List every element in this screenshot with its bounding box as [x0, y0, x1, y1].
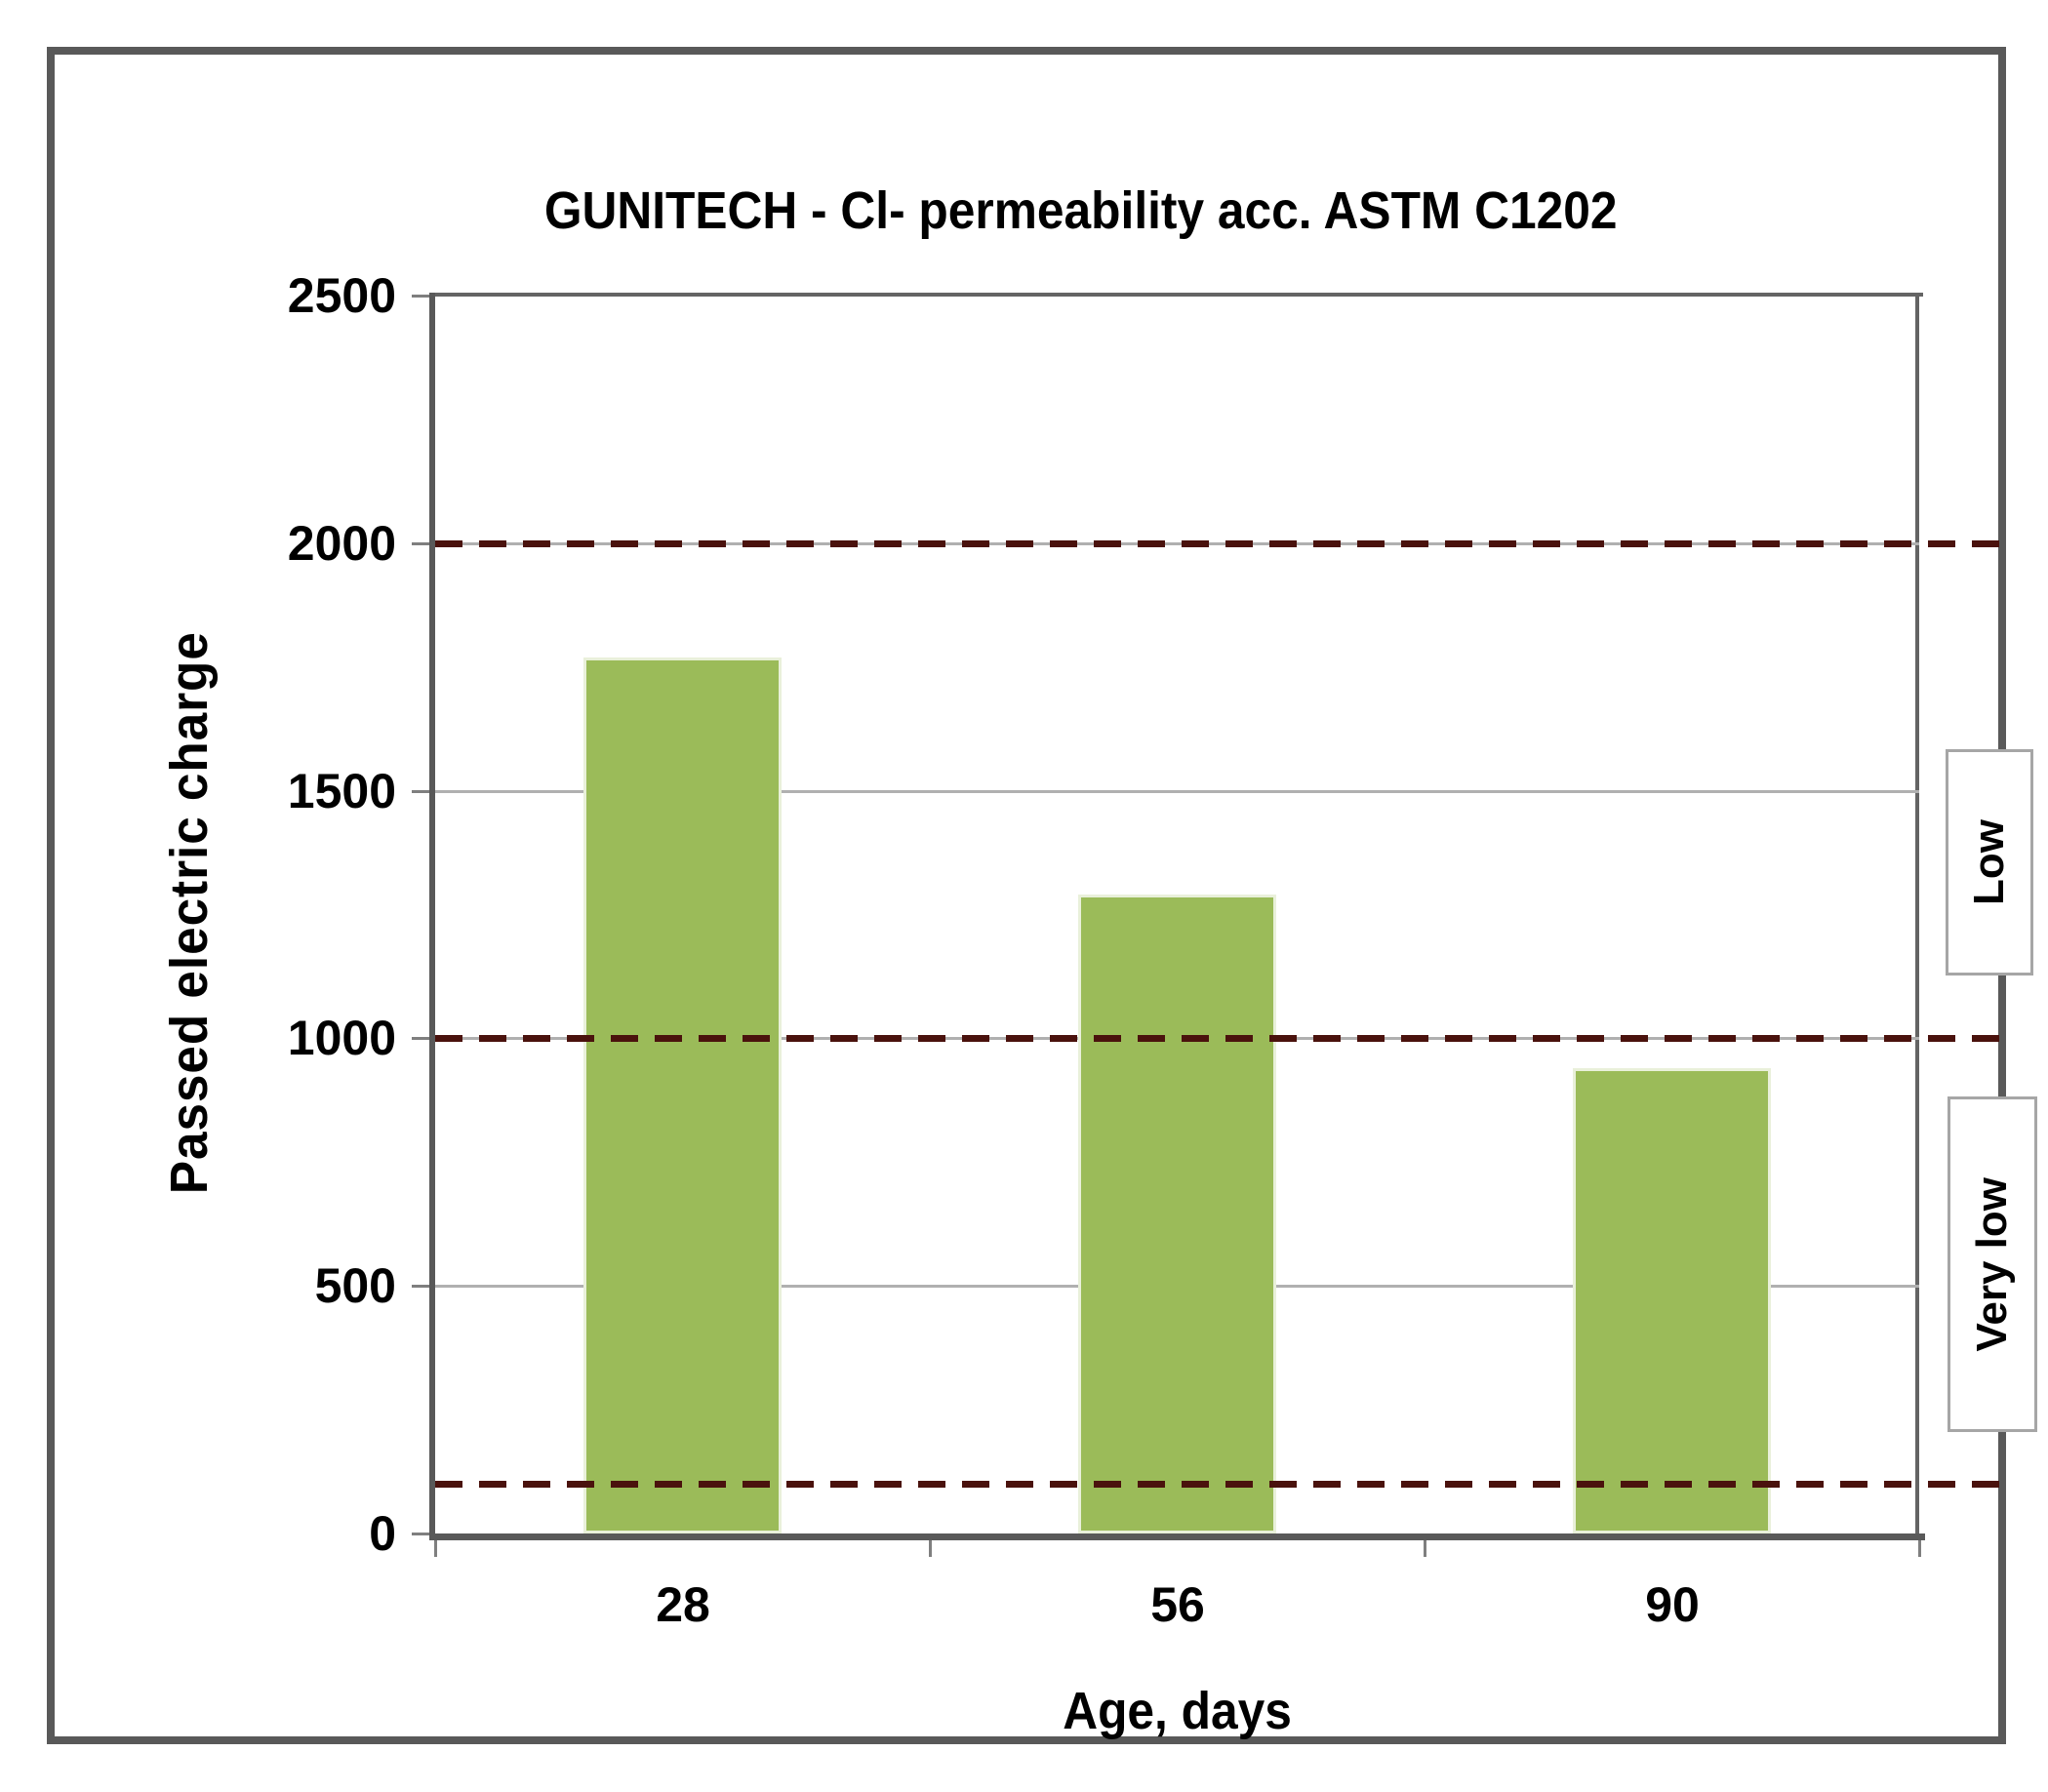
gridline-1500 — [435, 790, 1919, 793]
chart-title-text: GUNITECH - Cl- permeability acc. ASTM C1… — [544, 181, 1618, 240]
x-category-label-28: 28 — [656, 1577, 710, 1632]
y-tick-label-1500: 1500 — [287, 764, 396, 818]
x-tick-3 — [1918, 1540, 1921, 1557]
y-tick-2500 — [412, 295, 429, 298]
y-tick-label-1000: 1000 — [287, 1011, 396, 1065]
x-axis-title: Age, days — [435, 1682, 1919, 1740]
plot-border-right — [1915, 293, 1919, 1537]
bar-age-28 — [583, 657, 782, 1533]
x-axis-title-text: Age, days — [1063, 1682, 1292, 1740]
y-tick-1500 — [412, 790, 429, 793]
x-category-label-90: 90 — [1645, 1577, 1700, 1632]
bar-age-90 — [1573, 1068, 1771, 1533]
x-category-label-56: 56 — [1150, 1577, 1205, 1632]
threshold-line-1000 — [435, 1035, 1999, 1042]
y-tick-label-2000: 2000 — [287, 516, 396, 571]
plot-area: 0 500 1000 1500 2000 2500 28 56 90 — [288, 269, 1999, 1632]
region-label-low: Low — [1965, 819, 2013, 905]
chart-title: GUNITECH - Cl- permeability acc. ASTM C1… — [109, 181, 2048, 240]
y-tick-0 — [412, 1533, 429, 1535]
y-tick-label-2500: 2500 — [287, 268, 396, 323]
x-tick-2 — [1424, 1540, 1426, 1557]
region-label-very-low: Very low — [1968, 1176, 2016, 1352]
threshold-line-2000 — [435, 540, 1999, 547]
y-axis-title-text: Passed electric charge — [160, 631, 219, 1195]
y-tick-2000 — [412, 542, 429, 545]
threshold-line-100 — [435, 1481, 1999, 1488]
bar-age-56 — [1078, 895, 1276, 1533]
y-tick-label-0: 0 — [369, 1506, 396, 1561]
x-tick-0 — [434, 1540, 437, 1557]
y-tick-500 — [412, 1285, 429, 1288]
y-tick-1000 — [412, 1037, 429, 1040]
y-axis-title: Passed electric charge — [135, 542, 244, 1284]
region-label-box-very-low: Very low — [1948, 1096, 2037, 1432]
x-tick-1 — [929, 1540, 932, 1557]
chart-frame: GUNITECH - Cl- permeability acc. ASTM C1… — [47, 47, 2037, 1744]
region-label-box-low: Low — [1946, 749, 2033, 976]
plot-border-top — [435, 293, 1923, 297]
y-tick-label-500: 500 — [314, 1258, 396, 1313]
y-axis-line — [429, 293, 435, 1540]
x-axis-line — [429, 1533, 1925, 1540]
